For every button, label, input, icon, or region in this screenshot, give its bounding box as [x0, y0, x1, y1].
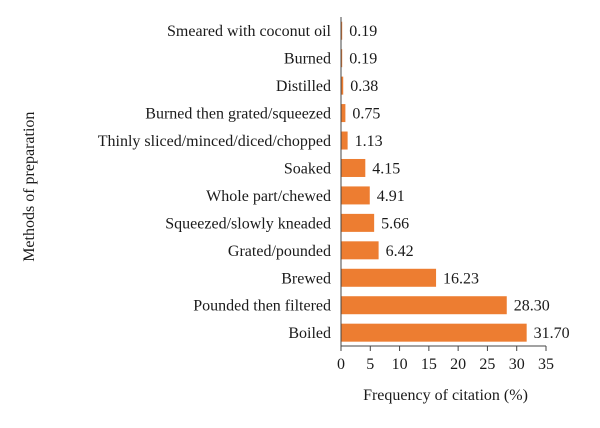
- x-tick-label: 10: [392, 356, 408, 373]
- value-label: 4.15: [372, 160, 400, 177]
- x-ticks: 0 5 10 15 20 25 30 35: [337, 346, 554, 373]
- value-label: 0.75: [352, 106, 380, 123]
- category-label: Grated/pounded: [228, 243, 331, 260]
- bar: [341, 213, 375, 232]
- bar: [341, 49, 343, 68]
- category-label: Whole part/chewed: [206, 188, 331, 205]
- category-label: Smeared with coconut oil: [167, 23, 332, 40]
- bars: [341, 21, 527, 342]
- value-label: 0.19: [349, 51, 377, 68]
- category-label: Squeezed/slowly kneaded: [165, 215, 331, 232]
- bar: [341, 268, 437, 287]
- category-labels: Smeared with coconut oil Burned Distilled B…: [98, 23, 332, 342]
- category-label: Pounded then filtered: [193, 298, 331, 315]
- bar: [341, 296, 507, 315]
- bar: [341, 21, 343, 40]
- value-label: 6.42: [386, 243, 414, 260]
- category-label: Brewed: [281, 270, 331, 287]
- bar: [341, 131, 348, 150]
- category-label: Burned: [284, 51, 331, 68]
- category-label: Soaked: [284, 160, 331, 177]
- value-label: 0.38: [350, 78, 378, 95]
- x-tick-label: 15: [421, 356, 437, 373]
- category-label: Boiled: [288, 325, 331, 342]
- value-label: 5.66: [381, 215, 409, 232]
- category-label: Distilled: [276, 78, 331, 95]
- value-label: 28.30: [514, 298, 550, 315]
- bar: [341, 323, 527, 342]
- x-tick-label: 5: [366, 356, 374, 373]
- value-label: 1.13: [355, 133, 383, 150]
- bar: [341, 186, 370, 205]
- value-label: 31.70: [534, 325, 570, 342]
- value-labels: 0.19 0.19 0.38 0.75 1.13 4.15 4.91 5.66 6.42 16.2…: [349, 23, 569, 342]
- x-tick-label: 35: [538, 356, 554, 373]
- bar: [341, 76, 344, 95]
- category-label: Thinly sliced/minced/diced/chopped: [98, 133, 331, 150]
- value-label: 0.19: [349, 23, 377, 40]
- x-tick-label: 0: [337, 356, 345, 373]
- x-tick-label: 30: [509, 356, 525, 373]
- x-tick-label: 20: [450, 356, 466, 373]
- value-label: 16.23: [443, 270, 479, 287]
- bar: [341, 104, 346, 123]
- bar: [341, 241, 379, 260]
- category-label: Burned then grated/squeezed: [145, 106, 331, 123]
- y-axis-title: Methods of preparation: [21, 112, 38, 262]
- bar: [341, 158, 366, 177]
- x-axis-title: Frequency of citation (%): [363, 387, 528, 404]
- value-label: 4.91: [377, 188, 405, 205]
- x-tick-label: 25: [479, 356, 495, 373]
